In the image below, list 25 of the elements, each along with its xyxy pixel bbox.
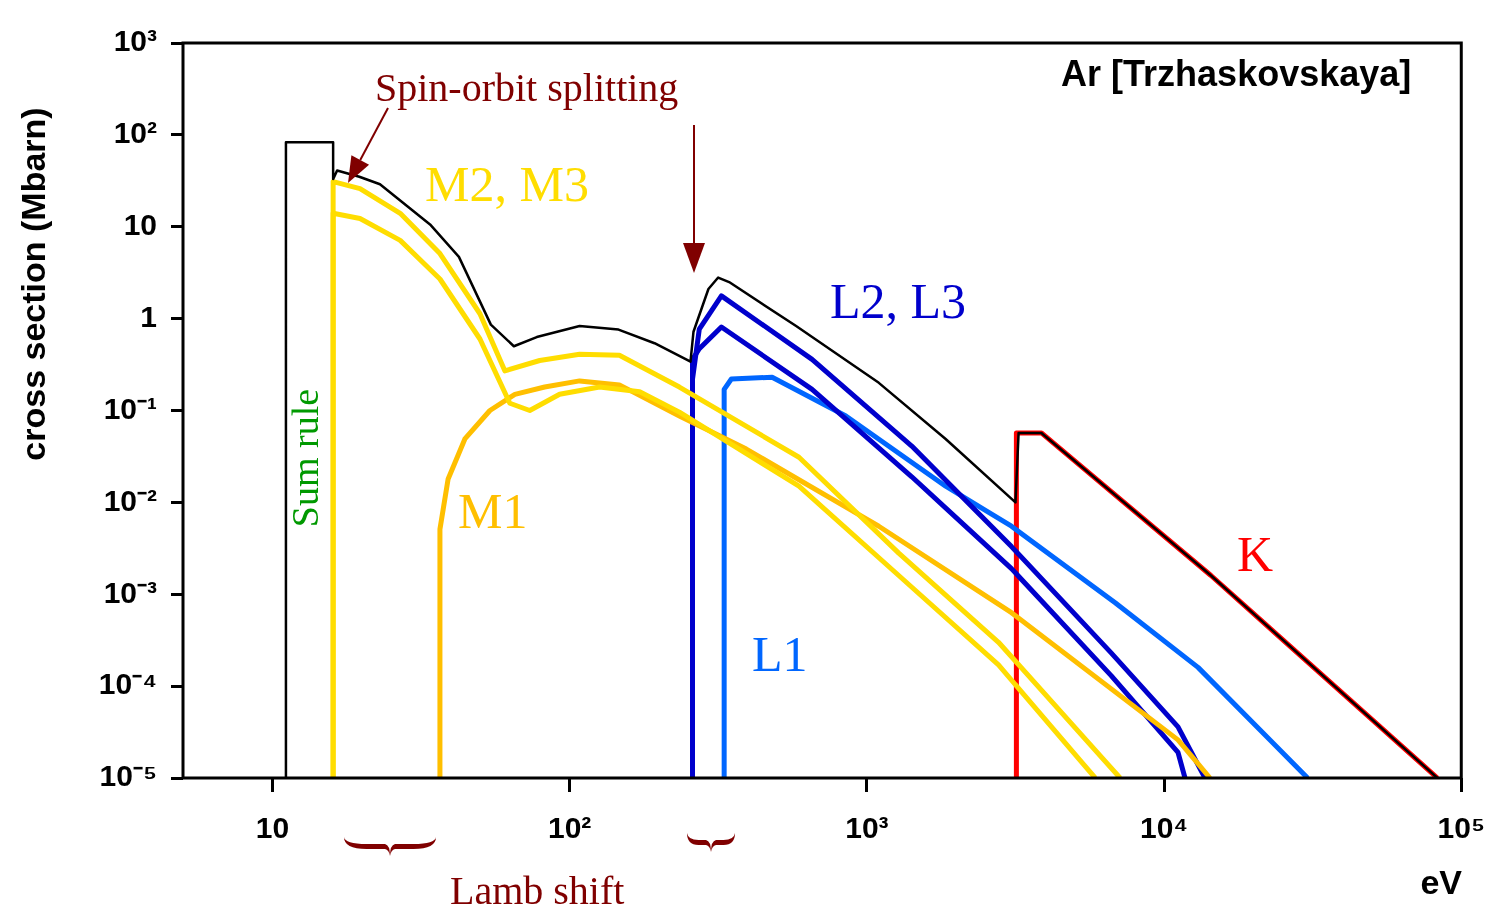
y-tick-label: 10⁻³ — [103, 575, 158, 609]
y-tick-label: 10³ — [113, 24, 158, 58]
annotation: Sum rule — [283, 388, 326, 528]
y-axis-title: cross section (Mbarn) — [14, 107, 53, 461]
y-tick-label: 10⁻² — [103, 483, 158, 517]
y-tick-label: 10² — [113, 116, 158, 150]
x-tick-label: 10² — [547, 811, 592, 845]
y-tick-label: 10 — [123, 208, 157, 242]
x-tick-label: 10³ — [845, 811, 889, 845]
series-label: M2, M3 — [425, 156, 589, 213]
series-label: M1 — [458, 483, 528, 540]
x-tick-label: 10⁴ — [1139, 811, 1189, 845]
y-tick-label: 10⁻⁴ — [98, 667, 157, 701]
series-label: K — [1237, 526, 1274, 583]
x-axis-title: eV — [1420, 863, 1463, 902]
x-tick-label: 10⁵ — [1437, 811, 1485, 845]
text: Lamb shift — [450, 867, 625, 913]
y-tick-label: 10⁻¹ — [103, 391, 158, 425]
x-tick-label: 10 — [255, 811, 290, 845]
annotation: Spin-orbit splitting — [375, 64, 679, 110]
series-label: L2, L3 — [830, 273, 967, 330]
series-label: L1 — [752, 626, 808, 683]
y-tick-label: 1 — [140, 299, 157, 333]
y-tick-label: 10⁻⁵ — [99, 759, 157, 793]
chart-title: Ar [Trzhaskovskaya] — [1061, 52, 1412, 94]
